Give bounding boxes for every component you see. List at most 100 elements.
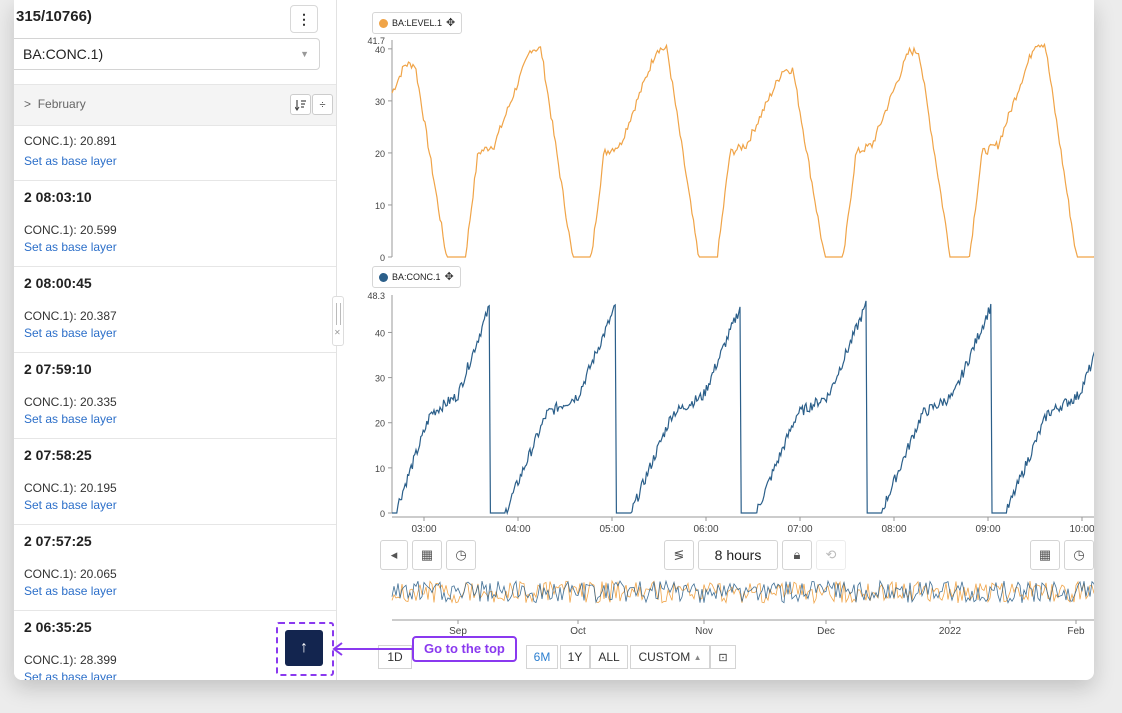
- arrow-up-icon: ↑: [300, 639, 308, 656]
- entry-time: 2 07:59:10: [24, 361, 92, 377]
- end-date-button[interactable]: ▦: [1030, 540, 1060, 570]
- start-time-button[interactable]: ◷: [446, 540, 476, 570]
- overview-tick-label: Oct: [570, 626, 586, 637]
- list-item: 2 07:58:25 CONC.1): 20.195 Set as base l…: [14, 439, 336, 525]
- chevron-left-icon: ◂: [390, 547, 398, 562]
- signal-select[interactable]: BA:CONC.1) ▼: [14, 38, 320, 70]
- x-tick-label: 03:00: [411, 524, 436, 535]
- y-max-label: 41.7: [367, 36, 385, 46]
- history-button[interactable]: ⟲: [816, 540, 846, 570]
- chevron-down-icon: ▼: [300, 49, 309, 59]
- more-options-button[interactable]: ⋮: [290, 5, 318, 33]
- move-icon[interactable]: ✥: [446, 17, 456, 29]
- sort-icon: [294, 99, 306, 111]
- entry-value: CONC.1): 20.335: [24, 395, 117, 409]
- entry-value: CONC.1): 20.599: [24, 223, 117, 237]
- list-item: 2 07:57:25 CONC.1): 20.065 Set as base l…: [14, 525, 336, 611]
- range-all-button[interactable]: ALL: [590, 645, 628, 669]
- step-back-button[interactable]: ◂: [380, 540, 408, 570]
- series-dot-icon: [379, 272, 388, 282]
- calendar-icon: ▦: [420, 547, 434, 562]
- x-tick-label: 08:00: [881, 524, 906, 535]
- sort-button[interactable]: [290, 94, 311, 115]
- x-tick-label: 09:00: [975, 524, 1000, 535]
- duration-display[interactable]: 8 hours: [698, 540, 778, 570]
- panel-title: 315/10766): [16, 8, 92, 25]
- set-base-layer-link[interactable]: Set as base layer: [24, 670, 117, 680]
- y-tick-label: 30: [375, 97, 385, 107]
- range-6m-button[interactable]: 6M: [526, 645, 558, 669]
- caret-up-icon: ▲: [693, 652, 702, 662]
- custom-range-button[interactable]: CUSTOM ▲: [630, 645, 710, 669]
- set-base-layer-link[interactable]: Set as base layer: [24, 240, 117, 254]
- sample-list-panel: 315/10766) ⋮ BA:CONC.1) ▼ > February ÷: [14, 0, 337, 680]
- y-tick-label: 20: [375, 419, 385, 429]
- y-tick-label: 0: [380, 509, 385, 519]
- y-tick-label: 30: [375, 374, 385, 384]
- list-item: CONC.1): 20.891 Set as base layer: [14, 124, 336, 181]
- entry-value: CONC.1): 20.065: [24, 567, 117, 581]
- series-line-conc: [392, 300, 1094, 516]
- x-tick-label: 07:00: [787, 524, 812, 535]
- app-window: 315/10766) ⋮ BA:CONC.1) ▼ > February ÷: [14, 0, 1094, 680]
- move-icon[interactable]: ✥: [444, 271, 454, 283]
- list-item: 2 06:35:25 CONC.1): 28.399 Set as base l…: [14, 611, 336, 680]
- y-tick-label: 40: [375, 328, 385, 338]
- close-icon[interactable]: ✕: [334, 328, 341, 337]
- range-1y-button[interactable]: 1Y: [560, 645, 590, 669]
- end-time-button[interactable]: ◷: [1064, 540, 1094, 570]
- overview-tick-label: 2022: [939, 626, 962, 637]
- collapse-button[interactable]: ÷: [312, 94, 333, 115]
- set-base-layer-link[interactable]: Set as base layer: [24, 498, 117, 512]
- entry-time: 2 07:58:25: [24, 447, 92, 463]
- overview-tick-label: Nov: [695, 626, 713, 637]
- go-to-top-annotation: Go to the top: [412, 636, 517, 662]
- list-item: 2 08:03:10 CONC.1): 20.599 Set as base l…: [14, 181, 336, 267]
- x-tick-label: 05:00: [599, 524, 624, 535]
- custom-range-label: CUSTOM: [638, 650, 691, 664]
- month-group-label: > February: [24, 97, 86, 111]
- overview-series-level: [391, 579, 1094, 605]
- expand-icon: ⊡: [718, 651, 728, 664]
- go-to-top-button[interactable]: ↑: [285, 630, 323, 666]
- panel-resize-handle[interactable]: ✕: [332, 296, 344, 346]
- list-item: 2 07:59:10 CONC.1): 20.335 Set as base l…: [14, 353, 336, 439]
- legend-level[interactable]: BA:LEVEL.1 ✥: [372, 12, 463, 34]
- legend-conc[interactable]: BA:CONC.1 ✥: [372, 266, 461, 288]
- calendar-icon: ▦: [1038, 547, 1052, 562]
- clock-icon: ◷: [1073, 547, 1085, 562]
- y-tick-label: 10: [375, 464, 385, 474]
- x-tick-label: 04:00: [505, 524, 530, 535]
- lock-icon: 🔒︎: [793, 547, 801, 562]
- y-max-label: 48.3: [367, 291, 385, 301]
- month-group-header[interactable]: > February ÷: [14, 84, 336, 126]
- entry-time: 2 08:00:45: [24, 275, 92, 291]
- overview-tick-label: Dec: [817, 626, 835, 637]
- set-base-layer-link[interactable]: Set as base layer: [24, 412, 117, 426]
- overview-tick-label: Feb: [1067, 626, 1085, 637]
- signal-select-value: BA:CONC.1): [23, 46, 104, 62]
- series-dot-icon: [379, 18, 388, 28]
- set-base-layer-link[interactable]: Set as base layer: [24, 154, 117, 168]
- chart-settings-button[interactable]: ≶: [664, 540, 694, 570]
- legend-conc-label: BA:CONC.1: [392, 272, 441, 282]
- entry-time: 2 08:03:10: [24, 189, 92, 205]
- entry-value: CONC.1): 20.387: [24, 309, 117, 323]
- entry-time: 2 06:35:25: [24, 619, 92, 635]
- entry-value: CONC.1): 28.399: [24, 653, 117, 667]
- set-base-layer-link[interactable]: Set as base layer: [24, 326, 117, 340]
- list-item: 2 08:00:45 CONC.1): 20.387 Set as base l…: [14, 267, 336, 353]
- x-tick-label: 06:00: [693, 524, 718, 535]
- drag-grip-icon: [336, 303, 341, 325]
- expand-button[interactable]: ⊡: [710, 645, 736, 669]
- legend-level-label: BA:LEVEL.1: [392, 18, 443, 28]
- y-tick-label: 0: [380, 253, 385, 263]
- overview-series-conc: [391, 579, 1094, 604]
- lock-button[interactable]: 🔒︎: [782, 540, 812, 570]
- y-tick-label: 40: [375, 45, 385, 55]
- overview-tick-label: Sep: [449, 626, 467, 637]
- set-base-layer-link[interactable]: Set as base layer: [24, 584, 117, 598]
- series-line-level: [391, 42, 1094, 258]
- start-date-button[interactable]: ▦: [412, 540, 442, 570]
